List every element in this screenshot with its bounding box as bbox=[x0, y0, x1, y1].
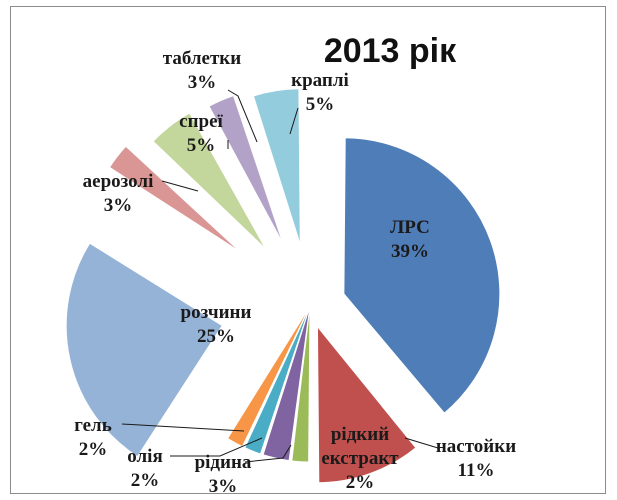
pie-slice-5 bbox=[244, 305, 311, 455]
pie-slice-2 bbox=[316, 325, 417, 484]
pie-slice-3 bbox=[291, 305, 311, 463]
slice-label-10: таблетки 3% bbox=[163, 48, 241, 93]
slice-label-4: рідина 3% bbox=[195, 452, 252, 497]
pie-slices bbox=[65, 88, 501, 484]
slice-name: настойки bbox=[436, 436, 516, 457]
slice-label-1: ЛРС 39% bbox=[390, 217, 430, 262]
slice-name: олія bbox=[127, 446, 162, 467]
pie-slice-7 bbox=[65, 242, 223, 458]
slice-name: гель bbox=[74, 415, 112, 436]
slice-name: рідкий bbox=[331, 424, 389, 445]
slice-label-2: настойки 11% bbox=[436, 436, 516, 481]
slice-name: ЛРС bbox=[390, 217, 430, 238]
slice-label-5: олія 2% bbox=[127, 446, 162, 491]
leader-line-6 bbox=[121, 423, 245, 432]
leader-line-2 bbox=[404, 437, 439, 449]
slice-percent: 2% bbox=[79, 439, 108, 460]
slice-name: спреї bbox=[179, 111, 223, 132]
leader-line-11 bbox=[289, 107, 299, 135]
slice-label-7: розчини 25% bbox=[181, 302, 252, 347]
slice-labels: ЛРС 39% настойки 11% рідкий екстракт 2% рідина 3… bbox=[74, 48, 516, 497]
slice-label-11: краплі 5% bbox=[291, 70, 349, 115]
slice-name: краплі bbox=[291, 70, 349, 91]
pie-slice-9 bbox=[152, 112, 267, 250]
slice-name: таблетки bbox=[163, 48, 241, 69]
slice-name: розчини bbox=[181, 302, 252, 323]
slice-label-6: гель 2% bbox=[74, 415, 112, 460]
leader-lines bbox=[121, 89, 439, 463]
leader-line-4 bbox=[244, 444, 292, 463]
slice-percent: 3% bbox=[104, 195, 133, 216]
chart-title: 2013 рік bbox=[324, 32, 457, 70]
slice-percent: 39% bbox=[391, 241, 429, 262]
leader-line-8 bbox=[161, 180, 199, 192]
slice-percent: 2% bbox=[346, 472, 375, 493]
slice-percent: 2% bbox=[131, 470, 160, 491]
slice-percent: 3% bbox=[188, 72, 217, 93]
slice-label-9: спреї 5% bbox=[179, 111, 223, 156]
leader-line-10 bbox=[227, 89, 258, 143]
slice-percent: 5% bbox=[306, 94, 335, 115]
slice-percent: 11% bbox=[458, 460, 495, 481]
pie-slice-10 bbox=[208, 95, 284, 244]
pie-slice-1 bbox=[343, 137, 501, 414]
slice-percent: 25% bbox=[197, 326, 235, 347]
leader-line-5 bbox=[170, 437, 263, 457]
slice-percent: 5% bbox=[187, 135, 216, 156]
slice-name: рідина bbox=[195, 452, 252, 473]
pie-slice-8 bbox=[108, 145, 241, 253]
slice-label-3: рідкий екстракт 2% bbox=[321, 424, 399, 493]
slice-name: аерозолі bbox=[83, 171, 154, 192]
pie-slice-11 bbox=[252, 88, 301, 245]
slice-name: екстракт bbox=[321, 448, 399, 469]
slice-label-8: аерозолі 3% bbox=[83, 171, 154, 216]
slice-percent: 3% bbox=[209, 476, 238, 497]
